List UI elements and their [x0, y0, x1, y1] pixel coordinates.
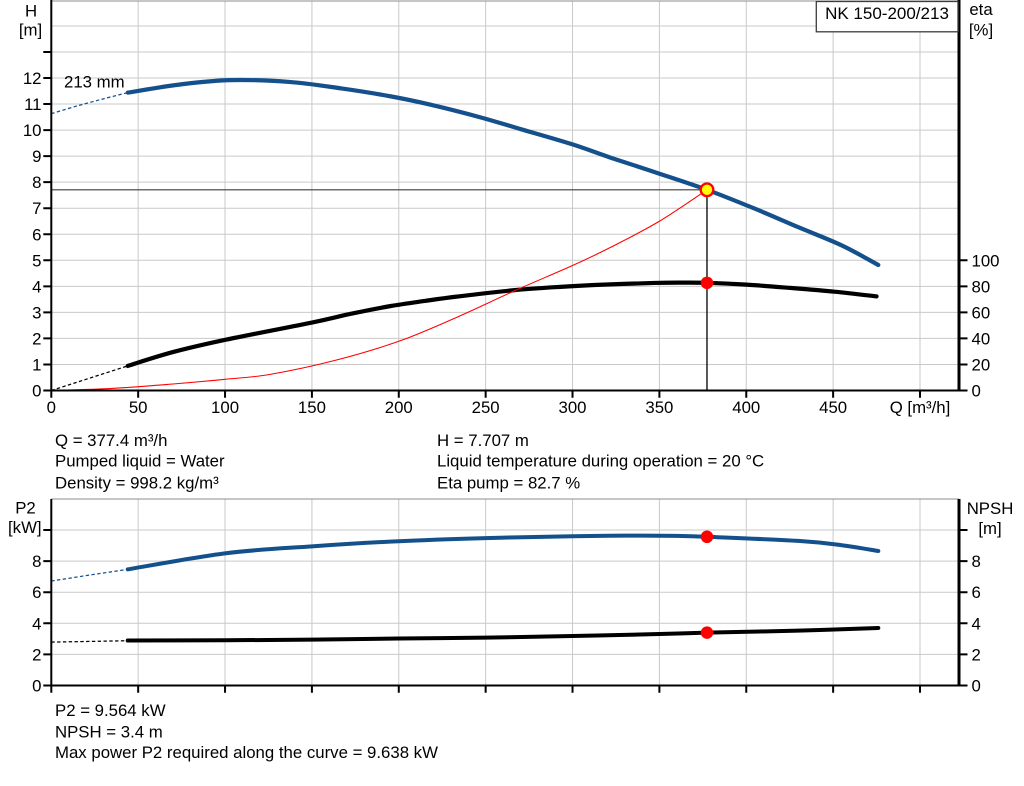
- svg-text:80: 80: [972, 277, 991, 296]
- svg-text:2: 2: [32, 645, 41, 664]
- svg-text:NK 150-200/213: NK 150-200/213: [825, 4, 949, 23]
- svg-text:213 mm: 213 mm: [64, 73, 125, 92]
- svg-text:150: 150: [298, 398, 326, 417]
- svg-text:350: 350: [645, 398, 673, 417]
- svg-text:40: 40: [972, 329, 991, 348]
- svg-text:7: 7: [32, 199, 41, 218]
- svg-text:50: 50: [129, 398, 148, 417]
- svg-text:300: 300: [559, 398, 587, 417]
- svg-text:60: 60: [972, 303, 991, 322]
- svg-text:4: 4: [32, 614, 41, 633]
- svg-text:P2: P2: [15, 499, 36, 518]
- svg-text:100: 100: [972, 251, 1000, 270]
- svg-text:0: 0: [47, 398, 56, 417]
- svg-text:20: 20: [972, 355, 991, 374]
- svg-text:eta: eta: [969, 0, 993, 19]
- svg-text:[m]: [m]: [978, 519, 1001, 538]
- svg-text:[kW]: [kW]: [8, 518, 42, 537]
- svg-text:H: H: [25, 2, 37, 21]
- svg-text:P2 = 9.564 kW: P2 = 9.564 kW: [55, 701, 166, 720]
- svg-text:NPSH: NPSH: [967, 499, 1014, 518]
- svg-text:12: 12: [23, 69, 42, 88]
- svg-text:9: 9: [32, 147, 41, 166]
- svg-text:0: 0: [32, 677, 41, 696]
- svg-text:H = 7.707 m: H = 7.707 m: [437, 431, 529, 450]
- svg-text:450: 450: [819, 398, 847, 417]
- svg-text:200: 200: [385, 398, 413, 417]
- svg-text:2: 2: [32, 329, 41, 348]
- svg-text:4: 4: [32, 277, 41, 296]
- svg-text:8: 8: [32, 173, 41, 192]
- svg-text:Max power P2 required along th: Max power P2 required along the curve = …: [55, 743, 438, 762]
- svg-text:6: 6: [32, 583, 41, 602]
- svg-text:2: 2: [972, 645, 981, 664]
- svg-text:Pumped liquid = Water: Pumped liquid = Water: [55, 452, 225, 471]
- svg-text:[%]: [%]: [969, 20, 993, 39]
- svg-text:10: 10: [23, 121, 42, 140]
- svg-text:400: 400: [732, 398, 760, 417]
- svg-text:Q [m³/h]: Q [m³/h]: [890, 398, 951, 417]
- svg-text:[m]: [m]: [19, 20, 42, 39]
- svg-text:1: 1: [32, 355, 41, 374]
- svg-text:0: 0: [972, 382, 981, 401]
- svg-text:Liquid temperature during oper: Liquid temperature during operation = 20…: [437, 452, 764, 471]
- svg-text:NPSH = 3.4 m: NPSH = 3.4 m: [55, 723, 163, 742]
- svg-text:250: 250: [472, 398, 500, 417]
- svg-text:5: 5: [32, 251, 41, 270]
- svg-text:8: 8: [972, 552, 981, 571]
- svg-text:4: 4: [972, 614, 981, 633]
- svg-text:8: 8: [32, 552, 41, 571]
- svg-text:100: 100: [211, 398, 239, 417]
- svg-text:11: 11: [24, 95, 41, 114]
- svg-text:0: 0: [972, 677, 981, 696]
- svg-text:6: 6: [32, 225, 41, 244]
- svg-text:Density = 998.2 kg/m³: Density = 998.2 kg/m³: [55, 473, 219, 492]
- svg-text:0: 0: [32, 382, 41, 401]
- svg-text:Q = 377.4 m³/h: Q = 377.4 m³/h: [55, 431, 167, 450]
- svg-text:3: 3: [32, 303, 41, 322]
- svg-text:Eta pump = 82.7 %: Eta pump = 82.7 %: [437, 473, 580, 492]
- svg-text:6: 6: [972, 583, 981, 602]
